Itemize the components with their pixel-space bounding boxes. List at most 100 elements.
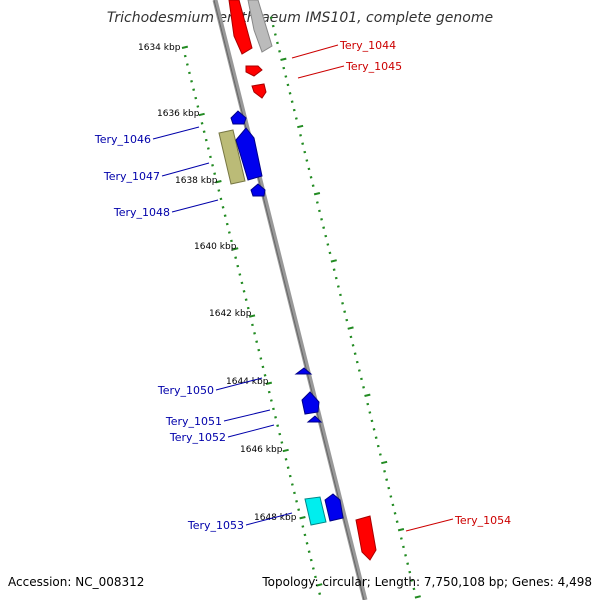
feature-tery-1045[interactable] [251, 83, 267, 99]
outer-ring-tick [303, 150, 307, 154]
inner-ring-tick [316, 583, 323, 587]
inner-ring-tick [185, 63, 189, 66]
leader-tery-1047 [161, 162, 210, 177]
inner-ring-tick [290, 483, 294, 486]
outer-ring-tick [280, 57, 287, 61]
outer-ring-tick [402, 545, 405, 549]
outer-ring-tick [284, 75, 288, 78]
inner-ring-tick [225, 222, 229, 226]
feature-other-olive[interactable] [218, 129, 246, 185]
leader-tery-1048 [171, 199, 219, 213]
inner-ring-tick [206, 147, 210, 150]
inner-ring-tick [265, 381, 273, 385]
outer-ring-tick [309, 176, 313, 179]
outer-ring-tick [383, 470, 386, 473]
gene-label-tery-1047[interactable]: Tery_1047 [103, 170, 160, 183]
inner-ring-tick [253, 332, 256, 335]
gene-label-tery-1051[interactable]: Tery_1051 [165, 415, 222, 428]
feature-tery-1044[interactable] [245, 65, 263, 77]
leader-tery-1052 [227, 424, 275, 438]
inner-ring-tick [282, 448, 289, 453]
outer-ring-tick [273, 33, 277, 36]
inner-ring-tick [236, 264, 240, 268]
outer-ring-tick [414, 595, 421, 599]
outer-ring-tick [389, 495, 393, 498]
kbp-label-1634: 1634 kbp [138, 43, 181, 53]
gene-label-tery-1046[interactable]: Tery_1046 [94, 133, 151, 146]
genome-title: Trichodesmium erythraeum IMS101, complet… [107, 10, 493, 26]
inner-ring-tick [215, 180, 222, 184]
outer-ring-tick [343, 310, 347, 313]
outer-ring-tick [292, 108, 296, 112]
outer-ring-tick [324, 234, 328, 238]
inner-ring-tick [267, 390, 271, 394]
inner-ring-tick [248, 314, 256, 318]
outer-ring-tick [326, 243, 330, 246]
inner-ring-tick [257, 348, 261, 352]
outer-ring-tick [355, 360, 359, 364]
genome-summary-text: Topology: circular; Length: 7,750,108 bp… [261, 575, 592, 589]
outer-ring-tick [399, 537, 403, 540]
gene-label-tery-1044[interactable]: Tery_1044 [339, 39, 396, 52]
feature-tery-1044-part-a[interactable] [228, 0, 253, 55]
gene-labels: Tery_1044 Tery_1045 Tery_1046 Tery_1047 … [94, 39, 511, 532]
inner-ring-tick [293, 491, 296, 495]
inner-ring-tick [251, 323, 254, 327]
feature-tery-1050[interactable] [294, 367, 313, 375]
inner-ring-tick [314, 575, 317, 579]
feature-cyan[interactable] [304, 496, 327, 526]
leader-tery-1054 [405, 518, 454, 532]
feature-tery-1051[interactable] [301, 391, 320, 415]
feature-tery-1046[interactable] [230, 110, 247, 125]
outer-ring-tick [376, 444, 380, 448]
outer-ring-tick [313, 192, 321, 196]
outer-ring-tick [347, 326, 354, 330]
outer-ring-tick [311, 184, 315, 187]
inner-ring-tick [240, 281, 244, 285]
gene-label-tery-1052[interactable]: Tery_1052 [169, 431, 226, 444]
inner-ring-tick [311, 567, 315, 570]
feature-tery-1048[interactable] [250, 183, 266, 197]
outer-ring-tick [410, 579, 414, 582]
outer-ring-tick [297, 124, 304, 129]
feature-tery-1054[interactable] [355, 515, 377, 561]
inner-ring-tick [263, 374, 267, 377]
outer-ring-tick [345, 318, 349, 322]
inner-ring-tick [238, 273, 242, 276]
gene-label-tery-1054[interactable]: Tery_1054 [454, 514, 511, 527]
gene-label-tery-1048[interactable]: Tery_1048 [113, 206, 170, 219]
gene-leader-lines [152, 44, 454, 532]
gene-label-tery-1053[interactable]: Tery_1053 [187, 519, 244, 532]
gene-label-tery-1050[interactable]: Tery_1050 [157, 384, 214, 397]
inner-ring-tick [188, 71, 191, 75]
outer-ring-tick [393, 512, 397, 515]
inner-ring-tick [232, 247, 239, 251]
inner-ring-tick [204, 138, 208, 142]
inner-ring-tick [194, 96, 198, 100]
outer-ring-tick [412, 587, 416, 591]
feature-tery-1052[interactable] [306, 415, 323, 423]
inner-ring-tick [217, 189, 221, 192]
accession-text: Accession: NC_008312 [8, 575, 144, 589]
outer-ring-tick [320, 218, 323, 221]
inner-ring-tick [272, 407, 275, 411]
outer-ring-tick [391, 503, 395, 507]
inner-ring-tick [221, 206, 225, 209]
outer-ring-tick [341, 302, 344, 305]
gene-label-tery-1045[interactable]: Tery_1045 [345, 60, 402, 73]
inner-ring-tick [309, 558, 313, 562]
inner-ring-tick [246, 306, 250, 310]
inner-ring-tick [242, 290, 246, 293]
feature-rna-grey[interactable] [247, 0, 273, 53]
inner-ring-tick [295, 500, 298, 503]
leader-tery-1044 [291, 44, 339, 59]
outer-ring-tick [385, 478, 389, 481]
outer-ring-tick [404, 554, 407, 557]
outer-ring-tick [305, 159, 309, 162]
inner-ring-tick [261, 365, 265, 369]
feature-tery-1053[interactable] [324, 493, 344, 522]
outer-ring-tick [397, 528, 405, 532]
feature-tery-1047[interactable] [235, 127, 263, 181]
outer-ring-tick [301, 142, 305, 145]
outer-ring-tick [349, 335, 353, 339]
